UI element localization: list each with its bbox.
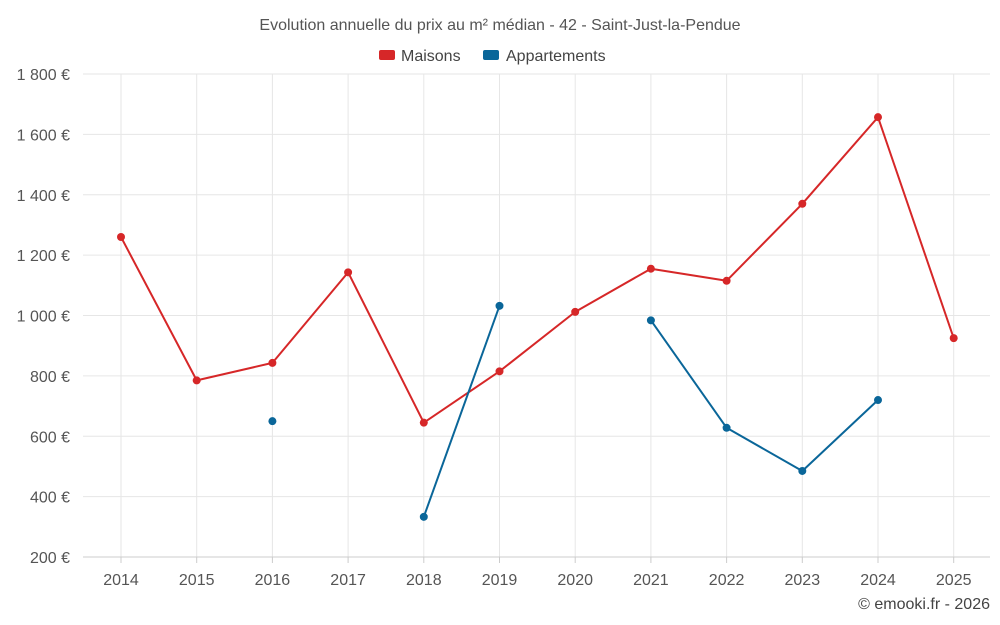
x-tick-label: 2024: [860, 572, 896, 589]
x-tick-label: 2014: [103, 572, 139, 589]
data-point-maisons[interactable]: [419, 418, 428, 427]
series-line-appartements: [422, 305, 501, 518]
y-tick-label: 1 200 €: [17, 248, 70, 265]
x-tick-label: 2021: [633, 572, 669, 589]
data-point-maisons[interactable]: [722, 276, 731, 285]
data-point-appartements[interactable]: [798, 466, 807, 475]
grid: [83, 73, 990, 558]
x-tick-label: 2025: [936, 572, 972, 589]
x-tick-label: 2015: [179, 572, 215, 589]
series-layer: [117, 113, 958, 521]
x-tick-label: 2022: [709, 572, 745, 589]
chart-title: Evolution annuelle du prix au m² médian …: [259, 17, 740, 34]
legend-item-maisons[interactable]: Maisons: [379, 48, 461, 65]
data-point-maisons[interactable]: [874, 113, 882, 122]
data-point-maisons[interactable]: [344, 268, 353, 277]
data-point-maisons[interactable]: [646, 264, 655, 273]
y-tick-label: 200 €: [30, 550, 70, 567]
x-tick-label: 2018: [406, 572, 442, 589]
data-point-maisons[interactable]: [949, 334, 958, 343]
data-point-maisons[interactable]: [495, 367, 504, 376]
data-point-appartements[interactable]: [722, 423, 731, 432]
y-tick-label: 600 €: [30, 429, 70, 446]
data-point-appartements[interactable]: [268, 417, 277, 426]
data-point-maisons[interactable]: [571, 307, 580, 316]
data-point-appartements[interactable]: [419, 512, 428, 521]
legend: Maisons Appartements: [379, 48, 606, 65]
data-point-appartements[interactable]: [495, 301, 504, 310]
data-point-appartements[interactable]: [646, 316, 655, 325]
x-tick-label: 2020: [557, 572, 593, 589]
series-appartements: [268, 301, 882, 521]
x-tick-label: 2023: [785, 572, 821, 589]
data-point-appartements[interactable]: [874, 396, 882, 405]
y-tick-label: 400 €: [30, 490, 70, 507]
y-tick-label: 1 400 €: [17, 188, 70, 205]
x-axis: 2014 2015 2016 2017 2018 2019 2020 2021 2022 2023…: [83, 556, 990, 589]
legend-label-maisons: Maisons: [401, 48, 461, 65]
data-point-maisons[interactable]: [117, 233, 125, 242]
legend-item-appartements[interactable]: Appartements: [483, 48, 606, 65]
data-point-maisons[interactable]: [192, 376, 201, 385]
legend-swatch-maisons: [379, 50, 395, 60]
legend-swatch-appartements: [483, 50, 499, 60]
y-tick-label: 1 000 €: [17, 309, 70, 326]
y-tick-label: 800 €: [30, 369, 70, 386]
y-tick-label: 1 600 €: [17, 127, 70, 144]
credit-text: © emooki.fr - 2026: [858, 596, 990, 613]
x-tick-label: 2019: [482, 572, 518, 589]
series-line-maisons: [120, 116, 955, 424]
data-point-maisons[interactable]: [268, 358, 277, 367]
legend-label-appartements: Appartements: [506, 48, 606, 65]
x-tick-label: 2017: [330, 572, 366, 589]
y-tick-label: 1 800 €: [17, 67, 70, 84]
series-line-appartements: [650, 319, 879, 472]
x-tick-label: 2016: [255, 572, 291, 589]
y-axis: 200 € 400 € 600 € 800 € 1 000 € 1 200 € 1 400 …: [17, 67, 70, 567]
series-maisons: [117, 113, 958, 427]
data-point-maisons[interactable]: [798, 199, 807, 208]
